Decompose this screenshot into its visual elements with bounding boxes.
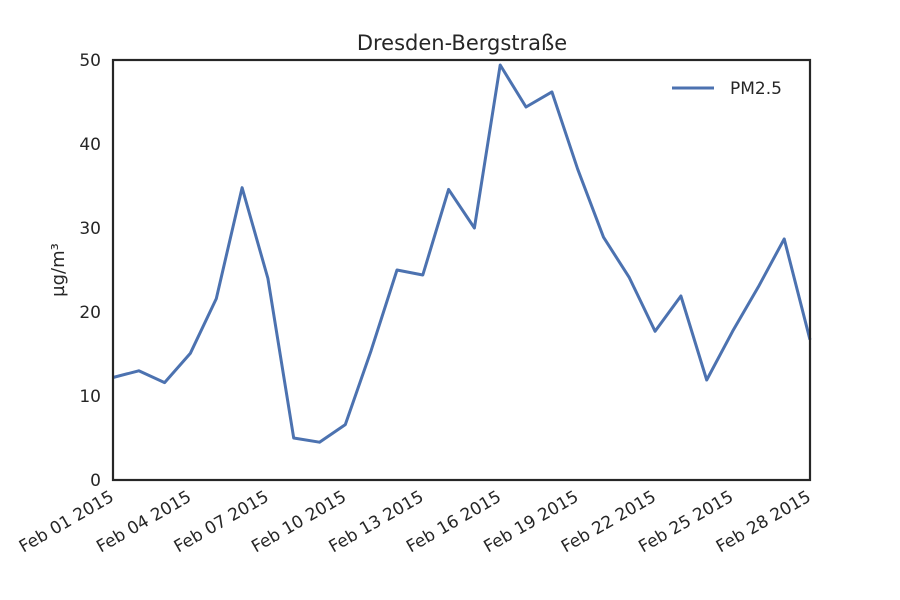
y-tick-label: 10: [79, 387, 101, 407]
legend: PM2.5: [672, 79, 782, 99]
y-tick-label: 20: [79, 303, 101, 323]
chart-title: Dresden-Bergstraße: [357, 31, 567, 55]
y-tick-label: 30: [79, 219, 101, 239]
y-tick-label: 50: [79, 51, 101, 71]
y-tick-label: 40: [79, 135, 101, 155]
series-line: [112, 63, 812, 444]
series-layer: [112, 63, 812, 444]
legend-label: PM2.5: [730, 79, 782, 99]
plot-frame: [111, 58, 812, 482]
y-axis-label: µg/m³: [48, 243, 69, 297]
y-tick-label: 0: [90, 471, 101, 491]
